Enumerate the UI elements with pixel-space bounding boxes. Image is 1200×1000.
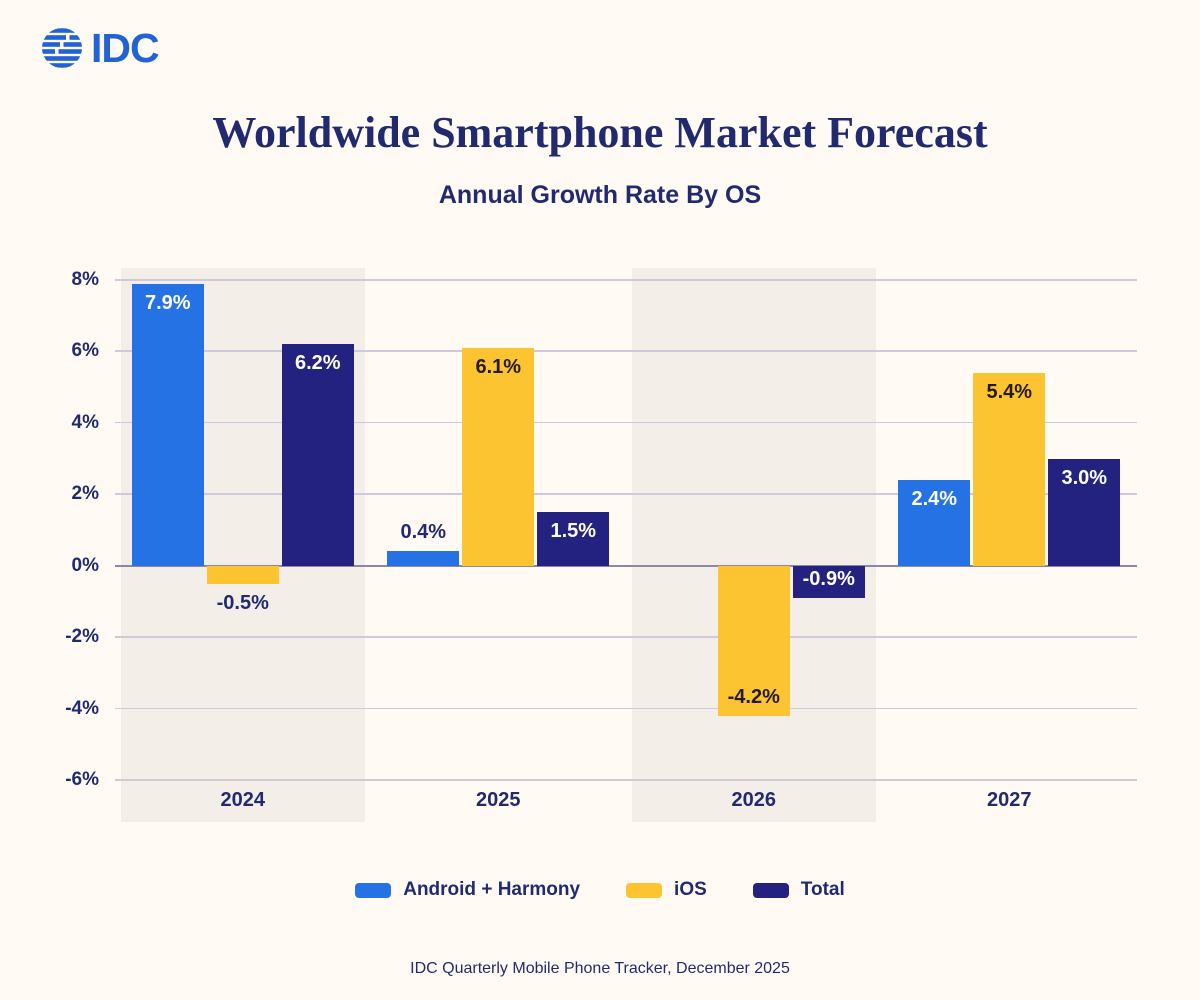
value-label: -4.2%	[727, 685, 780, 708]
legend-swatch-ios	[626, 882, 663, 898]
y-axis-tick-label: 2%	[71, 483, 99, 505]
gridline	[115, 421, 1137, 424]
legend-item-total: Total	[752, 879, 845, 901]
y-axis-tick-label: 6%	[71, 340, 99, 362]
legend: Android + Harmony iOS Total	[0, 879, 1200, 901]
bar-ios-2024	[206, 565, 279, 584]
y-axis-tick-label: -4%	[65, 697, 99, 719]
bar-ios-2025	[462, 347, 535, 566]
x-axis-label-2024: 2024	[220, 789, 266, 811]
gridline	[115, 279, 1137, 281]
bar-android-harmony-2027	[898, 480, 971, 566]
idc-logo: IDC	[40, 25, 160, 71]
legend-item-ios: iOS	[626, 879, 707, 901]
gridline	[115, 707, 1137, 710]
value-label: 7.9%	[144, 291, 191, 314]
legend-swatch-android-harmony	[355, 882, 392, 898]
legend-label: Total	[800, 879, 845, 900]
gridline	[115, 779, 1137, 781]
bar-total-2026	[792, 565, 865, 598]
value-label: 6.1%	[475, 355, 522, 378]
gridline	[115, 493, 1137, 495]
y-axis-tick-label: 4%	[71, 411, 99, 433]
gridline	[115, 350, 1137, 352]
value-label: 1.5%	[550, 520, 597, 543]
y-axis-tick-label: -2%	[65, 626, 99, 648]
value-label: 5.4%	[986, 380, 1033, 403]
legend-label: iOS	[674, 879, 707, 900]
page-subtitle: Annual Growth Rate By OS	[438, 181, 762, 209]
gridline	[115, 636, 1137, 638]
value-label: 2.4%	[911, 488, 958, 510]
page-title: Worldwide Smartphone Market Forecast	[212, 108, 988, 157]
zero-gridline	[115, 564, 1137, 567]
legend-label: Android + Harmony	[403, 879, 581, 900]
y-axis-tick-label: -6%	[65, 769, 99, 790]
idc-globe-icon	[42, 28, 82, 68]
bar-total-2024	[281, 344, 354, 566]
source-note: IDC Quarterly Mobile Phone Tracker, Dece…	[410, 960, 790, 977]
value-label: 3.0%	[1061, 466, 1108, 489]
x-axis-label-2026: 2026	[731, 789, 777, 811]
bar-android-harmony-2024	[131, 283, 204, 566]
bar-total-2025	[537, 512, 610, 566]
value-label: -0.9%	[802, 567, 855, 590]
idc-logo-text: IDC	[91, 25, 160, 71]
y-axis-tick-label: 8%	[71, 269, 99, 290]
value-label: 0.4%	[400, 521, 447, 544]
y-axis-tick-label: 0%	[71, 554, 99, 576]
legend-swatch-total	[752, 882, 789, 898]
x-axis-label-2027: 2027	[987, 789, 1032, 811]
bar-android-harmony-2025	[387, 551, 460, 566]
bar-total-2027	[1048, 458, 1121, 566]
value-label: -0.5%	[216, 591, 269, 614]
bar-ios-2027	[973, 372, 1046, 566]
legend-item-android-harmony: Android + Harmony	[355, 879, 580, 901]
x-axis-label-2025: 2025	[476, 789, 521, 811]
bar-ios-2026	[717, 565, 790, 716]
highlight-band-2026	[631, 268, 876, 822]
value-label: 6.2%	[294, 352, 341, 375]
plot-area: 8% 6% 4% 2% 0% -2% -4% -6% 2024 2025 2026 2027 7.9% 0…	[65, 268, 1137, 822]
